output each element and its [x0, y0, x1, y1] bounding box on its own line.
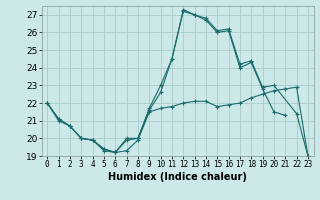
- X-axis label: Humidex (Indice chaleur): Humidex (Indice chaleur): [108, 172, 247, 182]
